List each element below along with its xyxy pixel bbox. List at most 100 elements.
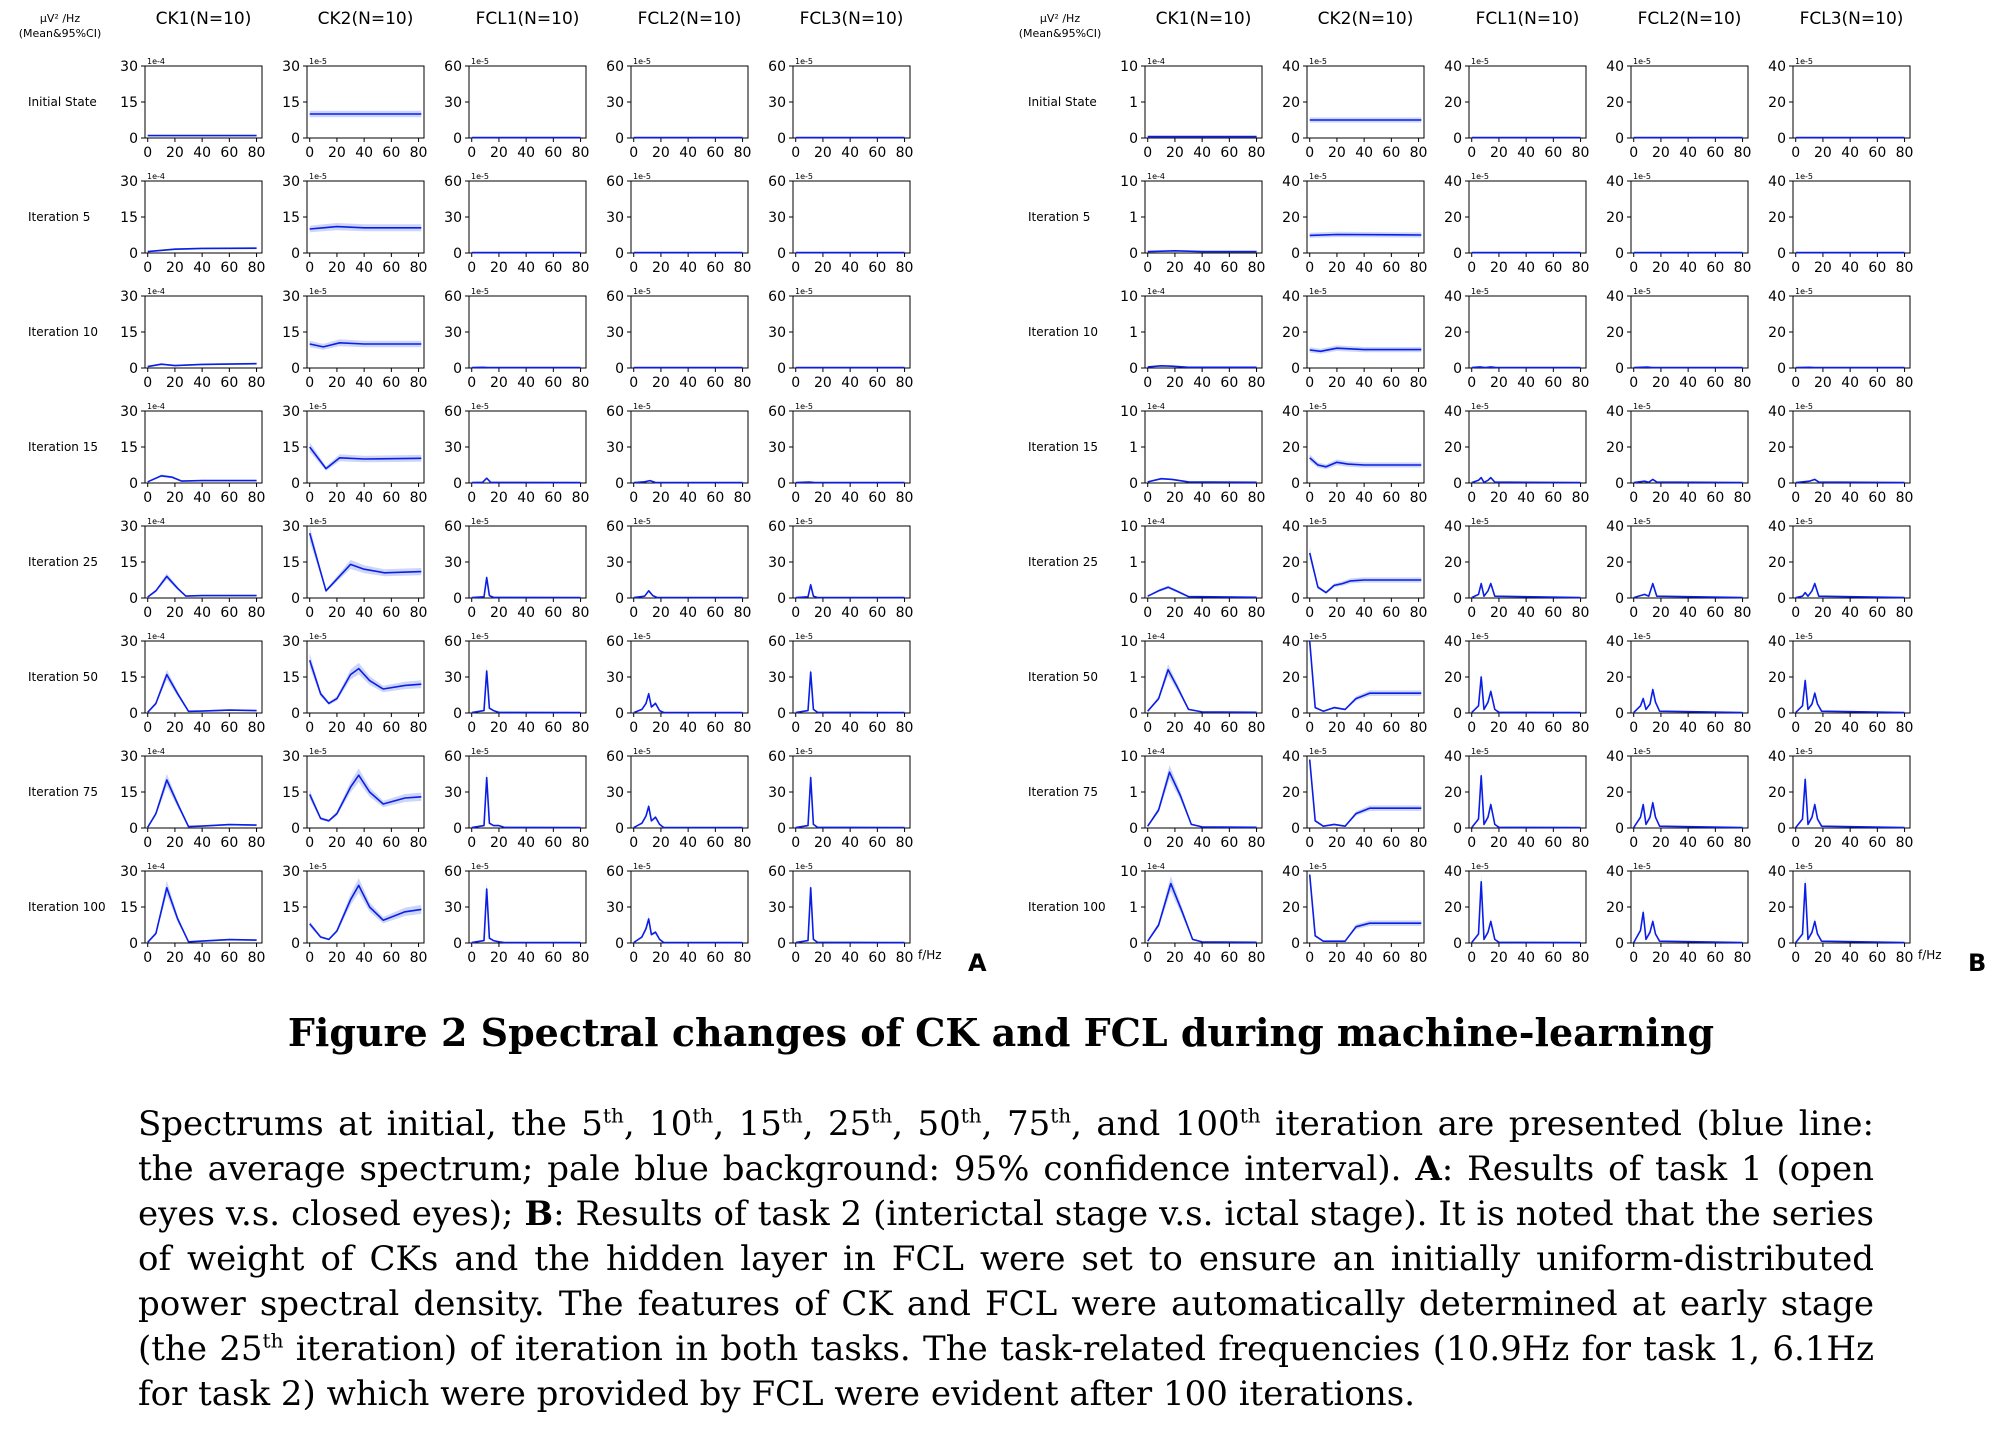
axis-exponent: 1e-4 <box>147 632 165 641</box>
ci-band <box>1795 676 1905 713</box>
column-title: CK1(N=10) <box>1156 9 1252 29</box>
y-tick-label: 0 <box>1777 591 1786 607</box>
y-tick-label: 60 <box>444 634 462 650</box>
x-tick-label: 0 <box>305 490 314 506</box>
y-tick-label: 0 <box>1453 476 1462 492</box>
x-tick-label: 40 <box>355 835 373 851</box>
x-tick-label: 0 <box>467 720 476 736</box>
caption-bold-a: A <box>1415 1149 1442 1189</box>
y-tick-label: 0 <box>1777 361 1786 377</box>
x-tick-label: 40 <box>517 950 535 966</box>
x-tick-label: 80 <box>572 605 590 621</box>
y-tick-label: 20 <box>1444 325 1462 341</box>
y-tick-label: 0 <box>1615 131 1624 147</box>
x-tick-label: 80 <box>1734 260 1752 276</box>
y-tick-label: 60 <box>768 174 786 190</box>
caption-sup: th <box>960 1103 982 1128</box>
axis-exponent: 1e-5 <box>1471 172 1489 181</box>
plot-frame <box>468 65 587 139</box>
caption-text: iteration) of iteration in both tasks. T… <box>138 1329 1874 1414</box>
x-tick-label: 20 <box>1328 720 1346 736</box>
x-tick-label: 60 <box>544 950 562 966</box>
x-tick-label: 40 <box>1841 260 1859 276</box>
x-tick-label: 80 <box>734 375 752 391</box>
mean-spectrum-line <box>1308 552 1422 594</box>
x-tick-label: 80 <box>1896 145 1914 161</box>
caption-text: , 10 <box>623 1104 693 1144</box>
plot-frame <box>144 410 263 484</box>
y-tick-label: 40 <box>1282 59 1300 75</box>
x-tick-label: 20 <box>1652 950 1670 966</box>
x-tick-label: 20 <box>1490 605 1508 621</box>
x-tick-label: 40 <box>1193 950 1211 966</box>
x-tick-label: 80 <box>1248 720 1266 736</box>
y-tick-label: 1 <box>1129 210 1138 226</box>
y-tick-label: 0 <box>453 706 462 722</box>
x-tick-label: 60 <box>706 490 724 506</box>
y-tick-label: 15 <box>282 440 300 456</box>
x-tick-label: 80 <box>896 605 914 621</box>
x-tick-label: 80 <box>1410 145 1428 161</box>
x-tick-label: 40 <box>679 605 697 621</box>
mean-spectrum-line <box>1471 775 1581 829</box>
y-tick-label: 40 <box>1282 174 1300 190</box>
x-tick-label: 80 <box>1410 260 1428 276</box>
x-tick-label: 80 <box>572 720 590 736</box>
y-tick-label: 1 <box>1129 555 1138 571</box>
y-tick-label: 0 <box>1615 936 1624 952</box>
x-tick-label: 20 <box>652 605 670 621</box>
mean-spectrum-line <box>633 590 743 599</box>
y-tick-label: 60 <box>606 174 624 190</box>
y-tick-label: 30 <box>444 210 462 226</box>
x-tick-label: 20 <box>328 490 346 506</box>
axis-exponent: 1e-4 <box>147 287 165 296</box>
x-tick-label: 0 <box>467 145 476 161</box>
y-tick-label: 0 <box>129 821 138 837</box>
y-tick-label: 20 <box>1768 440 1786 456</box>
x-tick-label: 80 <box>1734 375 1752 391</box>
y-tick-label: 30 <box>768 900 786 916</box>
x-tick-label: 80 <box>410 375 428 391</box>
y-tick-label: 0 <box>1453 131 1462 147</box>
ci-band <box>309 526 422 593</box>
plot-frame <box>1792 410 1911 484</box>
mean-spectrum-line <box>309 446 422 470</box>
x-tick-label: 80 <box>1572 260 1590 276</box>
y-tick-label: 0 <box>1777 936 1786 952</box>
mean-spectrum-line <box>1795 882 1905 944</box>
y-tick-label: 0 <box>1129 706 1138 722</box>
y-tick-label: 30 <box>606 555 624 571</box>
ci-band <box>1309 756 1422 827</box>
plot-frame <box>1468 410 1587 484</box>
x-tick-label: 40 <box>1517 950 1535 966</box>
row-label: Iteration 50 <box>28 670 98 684</box>
y-tick-label: 10 <box>1120 519 1138 535</box>
x-tick-label: 80 <box>1896 835 1914 851</box>
axis-exponent: 1e-5 <box>795 287 813 296</box>
x-tick-label: 0 <box>305 260 314 276</box>
x-tick-label: 40 <box>193 145 211 161</box>
x-tick-label: 20 <box>814 375 832 391</box>
y-tick-label: 30 <box>282 174 300 190</box>
x-tick-label: 60 <box>1868 950 1886 966</box>
x-tick-label: 0 <box>1791 490 1800 506</box>
axis-exponent: 1e-5 <box>633 57 651 66</box>
x-tick-label: 0 <box>1629 145 1638 161</box>
y-tick-label: 0 <box>1615 821 1624 837</box>
x-tick-label: 0 <box>791 260 800 276</box>
caption-text: Spectrums at initial, the 5 <box>138 1104 603 1144</box>
y-tick-label: 20 <box>1606 900 1624 916</box>
y-tick-label: 30 <box>282 404 300 420</box>
x-tick-label: 80 <box>1896 720 1914 736</box>
y-tick-label: 20 <box>1768 785 1786 801</box>
x-tick-label: 20 <box>1814 605 1832 621</box>
x-tick-label: 80 <box>572 835 590 851</box>
x-tick-label: 60 <box>1706 605 1724 621</box>
x-tick-label: 60 <box>1544 605 1562 621</box>
x-tick-label: 60 <box>1544 720 1562 736</box>
x-tick-label: 20 <box>1652 145 1670 161</box>
x-tick-label: 80 <box>896 260 914 276</box>
mean-spectrum-line <box>1308 640 1422 712</box>
x-tick-label: 60 <box>544 490 562 506</box>
x-tick-label: 40 <box>1517 835 1535 851</box>
